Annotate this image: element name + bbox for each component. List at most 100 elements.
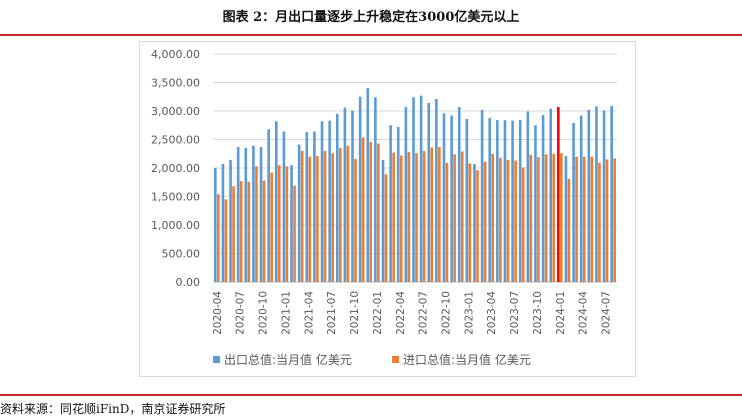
export-bar	[488, 117, 492, 282]
export-bar	[564, 156, 568, 282]
bottom-rule	[0, 394, 742, 396]
legend: 出口总值:当月值 亿美元 进口总值:当月值 亿美元	[213, 352, 531, 367]
import-bar	[575, 156, 578, 282]
x-axis: 2020-04 2020-07 2020-10 2021-01 2021-04 2021-…	[212, 291, 613, 335]
y-tick-label: 0.00	[176, 276, 201, 289]
import-bar	[392, 152, 395, 282]
export-bar	[320, 121, 324, 282]
x-tick-label: 2021-04	[303, 291, 315, 335]
import-bar	[346, 145, 350, 282]
x-tick-label: 2024-07	[601, 291, 613, 335]
x-tick-label: 2020-04	[212, 291, 224, 335]
top-rule	[0, 34, 742, 36]
export-bar	[396, 126, 400, 283]
export-bar	[427, 103, 431, 283]
export-bar	[229, 160, 232, 282]
x-tick-label: 2022-01	[372, 291, 384, 335]
export-bar	[480, 109, 484, 282]
export-bar	[549, 108, 553, 282]
y-tick-label: 3,000.00	[151, 105, 200, 118]
import-bar	[560, 153, 563, 282]
import-bar	[369, 141, 373, 282]
import-bar	[521, 167, 525, 282]
import-bar	[605, 159, 609, 282]
import-bar	[239, 181, 243, 282]
export-bar	[282, 131, 286, 282]
export-bar	[457, 107, 461, 282]
export-bar	[557, 107, 560, 282]
import-bar	[445, 162, 449, 282]
import-bar	[552, 153, 556, 282]
y-tick-label: 4,000.00	[151, 48, 200, 61]
legend-export-swatch	[213, 356, 220, 363]
legend-import-label: 进口总值:当月值 亿美元	[403, 352, 531, 367]
export-bar	[381, 160, 385, 282]
gridlines	[213, 53, 617, 283]
export-bar	[335, 113, 339, 282]
x-tick-label: 2023-04	[486, 291, 498, 335]
chart-frame	[139, 41, 636, 377]
import-bar	[506, 160, 510, 282]
import-bar	[308, 156, 312, 282]
import-bar	[377, 143, 380, 282]
legend-export-label: 出口总值:当月值 亿美元	[224, 352, 352, 367]
export-bar	[526, 111, 530, 282]
import-bar	[399, 155, 403, 282]
import-bar	[476, 170, 479, 282]
import-bar	[384, 174, 388, 282]
export-bar	[419, 95, 423, 282]
import-bar	[323, 150, 327, 282]
x-tick-label: 2021-01	[280, 291, 292, 335]
source-note: 资料来源：同花顺iFinD，南京证券研究所	[0, 402, 226, 416]
export-bar	[221, 164, 225, 282]
export-bar	[541, 114, 545, 283]
import-bar	[217, 194, 220, 282]
import-bar	[567, 178, 571, 282]
import-bar	[361, 137, 365, 282]
export-bar	[267, 129, 270, 282]
export-bar	[511, 120, 514, 282]
x-tick-label: 2023-07	[509, 291, 521, 335]
y-tick-label: 3,500.00	[151, 77, 200, 90]
export-bar	[442, 113, 446, 282]
import-bar	[247, 181, 251, 282]
export-bar	[351, 110, 354, 283]
export-bar	[252, 145, 255, 282]
export-bar	[366, 88, 370, 282]
export-bar	[412, 97, 415, 282]
x-tick-label: 2021-10	[349, 291, 361, 335]
export-bar	[343, 107, 347, 282]
y-tick-label: 2,000.00	[151, 162, 200, 175]
export-bar	[450, 115, 453, 282]
export-bar	[297, 144, 301, 282]
import-bar	[331, 153, 334, 282]
import-bar	[224, 199, 228, 282]
import-bar	[293, 185, 296, 282]
import-bar	[277, 165, 281, 282]
import-bar	[407, 152, 411, 282]
import-bar	[491, 153, 495, 282]
import-bar	[598, 162, 601, 282]
export-bar	[572, 122, 575, 282]
x-tick-label: 2023-10	[532, 291, 544, 335]
import-bar	[255, 166, 258, 282]
export-bar	[374, 97, 377, 282]
y-tick-label: 500.00	[162, 248, 201, 261]
x-tick-label: 2023-01	[463, 291, 475, 335]
export-bar	[534, 125, 537, 282]
import-bar	[262, 180, 266, 282]
x-tick-label: 2022-10	[440, 291, 452, 335]
export-bar	[465, 118, 469, 282]
x-tick-label: 2022-04	[395, 291, 407, 335]
export-bar	[473, 164, 476, 282]
x-tick-label: 2021-07	[326, 291, 338, 335]
figure-title: 图表 2：月出口量逐步上升稳定在3000亿美元以上	[222, 10, 520, 25]
export-bar	[496, 120, 499, 283]
import-bar	[453, 154, 456, 282]
import-bar	[544, 154, 548, 282]
export-bar	[435, 99, 438, 282]
import-bar	[316, 156, 319, 282]
x-tick-label: 2020-07	[235, 291, 247, 335]
export-bar	[313, 131, 316, 282]
